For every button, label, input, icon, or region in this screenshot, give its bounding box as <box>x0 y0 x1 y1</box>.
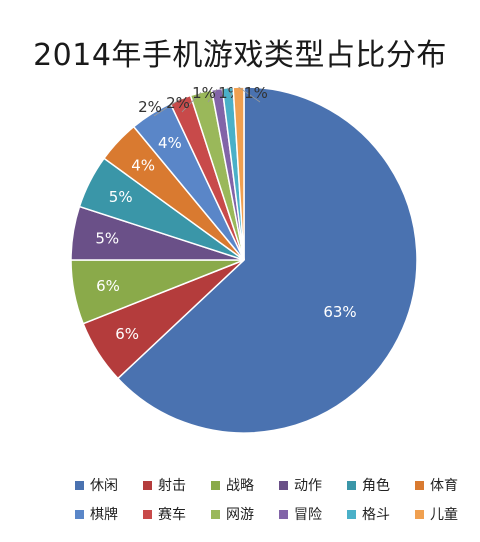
legend-swatch <box>75 480 84 490</box>
legend-swatch <box>415 509 424 519</box>
legend-swatch <box>279 509 288 519</box>
legend-label: 格斗 <box>362 507 390 523</box>
legend-label: 网游 <box>226 507 254 523</box>
legend-label: 冒险 <box>294 507 322 523</box>
slice-label-射击: 6% <box>115 325 139 343</box>
legend-label: 战略 <box>226 478 254 494</box>
legend-item-体育: 体育 <box>415 476 480 494</box>
leader-line-冒险 <box>207 88 218 103</box>
leader-line-网游 <box>181 92 202 113</box>
legend-item-赛车: 赛车 <box>143 505 211 523</box>
slice-label-网游: 2% <box>166 94 190 112</box>
slice-label-动作: 5% <box>95 229 119 247</box>
legend-swatch <box>75 509 84 519</box>
legend-label: 射击 <box>158 478 186 494</box>
slice-label-赛车: 2% <box>138 98 162 116</box>
legend-swatch <box>279 480 288 490</box>
legend-label: 棋牌 <box>90 507 118 523</box>
slice-label-体育: 4% <box>131 156 155 174</box>
legend-label: 动作 <box>294 478 322 494</box>
legend-item-动作: 动作 <box>279 476 347 494</box>
legend-label: 体育 <box>430 478 458 494</box>
legend-label: 赛车 <box>158 507 186 523</box>
legend-item-格斗: 格斗 <box>347 505 415 523</box>
legend: 休闲 射击 战略 动作 角色 体育棋牌 赛车 网游 冒险 格斗 儿童 <box>75 476 480 523</box>
legend-item-棋牌: 棋牌 <box>75 505 143 523</box>
legend-item-儿童: 儿童 <box>415 505 480 523</box>
legend-swatch <box>143 480 152 490</box>
legend-swatch <box>347 509 356 519</box>
legend-item-冒险: 冒险 <box>279 505 347 523</box>
leader-line-赛车 <box>153 98 181 117</box>
slice-label-角色: 5% <box>109 188 133 206</box>
slice-label-休闲: 63% <box>323 303 356 321</box>
slice-label-战略: 6% <box>96 277 120 295</box>
legend-item-射击: 射击 <box>143 476 211 494</box>
leader-line-格斗 <box>227 87 235 103</box>
leader-line-儿童 <box>238 86 261 103</box>
slice-label-儿童: 1% <box>244 84 268 102</box>
legend-label: 休闲 <box>90 478 118 494</box>
slice-label-冒险: 1% <box>192 84 216 102</box>
pie-chart: 63%6%6%5%5%4%4%2% 2%1% 1% 1% <box>70 84 418 434</box>
legend-item-角色: 角色 <box>347 476 415 494</box>
legend-label: 儿童 <box>430 507 458 523</box>
pie-slice-休闲 <box>116 86 418 434</box>
slice-label-棋牌: 4% <box>158 134 182 152</box>
legend-label: 角色 <box>362 478 390 494</box>
legend-item-网游: 网游 <box>211 505 279 523</box>
legend-item-战略: 战略 <box>211 476 279 494</box>
legend-swatch <box>415 480 424 490</box>
pie-slice-儿童 <box>232 86 245 261</box>
legend-swatch <box>347 480 356 490</box>
legend-swatch <box>143 509 152 519</box>
chart-title: 2014年手机游戏类型占比分布 <box>33 38 447 73</box>
legend-swatch <box>211 509 220 519</box>
legend-item-休闲: 休闲 <box>75 476 143 494</box>
legend-swatch <box>211 480 220 490</box>
